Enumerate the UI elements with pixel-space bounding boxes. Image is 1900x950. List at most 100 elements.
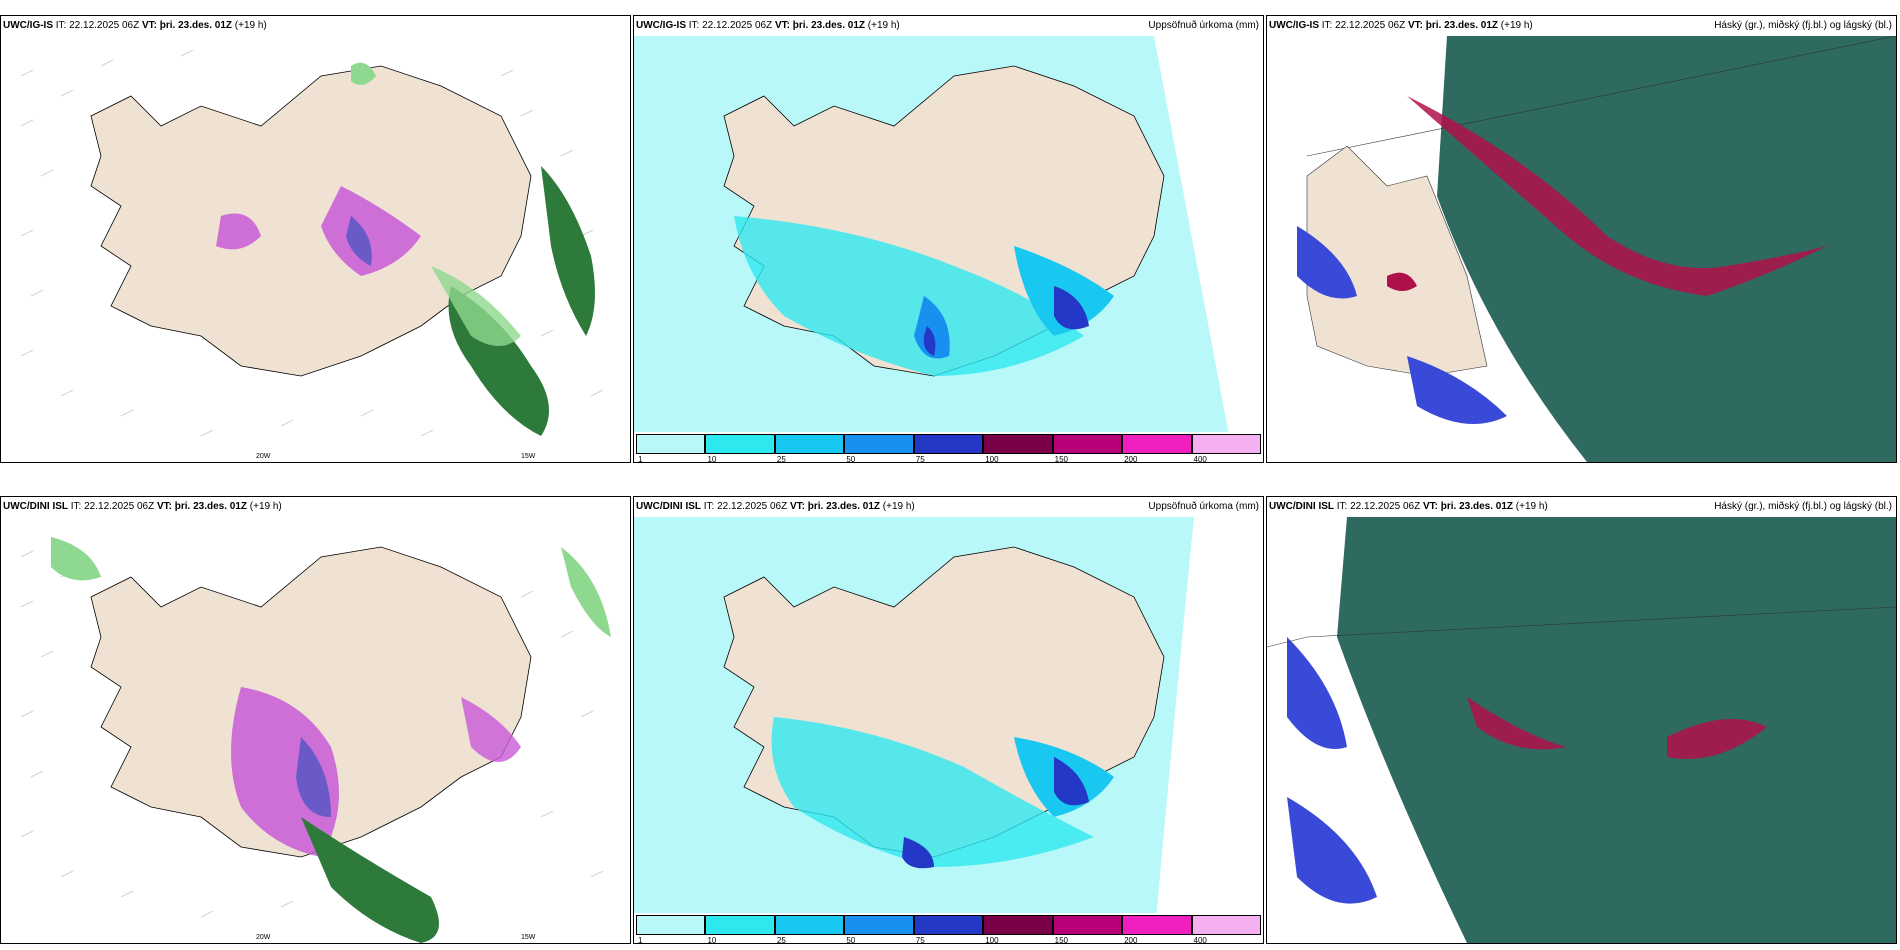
colorbar-label: 400 xyxy=(1193,455,1207,463)
axis-label-20w: 20W xyxy=(256,453,271,460)
panel-title: UWC/DINI ISL IT: 22.12.2025 06Z VT: þri.… xyxy=(634,497,1263,517)
model-name: UWC/IG-IS xyxy=(636,20,686,31)
panel-title: UWC/IG-IS IT: 22.12.2025 06Z VT: þri. 23… xyxy=(634,16,1263,36)
colorbar-area: 1 10 25 50 75 100 150 200 400 xyxy=(634,913,1263,943)
panel-ig-precip: UWC/IG-IS IT: 22.12.2025 06Z VT: þri. 23… xyxy=(633,15,1264,463)
colorbar-swatch: 50 xyxy=(844,434,914,462)
lead-time: (+19 h) xyxy=(1500,20,1533,31)
axis-label-20w: 20W xyxy=(256,934,271,941)
valid-label: VT: xyxy=(1422,501,1438,512)
colorbar-swatch: 25 xyxy=(774,434,845,462)
colorbar-label: 10 xyxy=(707,936,717,944)
panel-dini-cloud: UWC/DINI ISL IT: 22.12.2025 06Z VT: þri.… xyxy=(1266,496,1897,944)
model-name: UWC/DINI ISL xyxy=(3,501,68,512)
init-time: IT: 22.12.2025 06Z xyxy=(1321,20,1406,31)
colorbar-swatch: 10 xyxy=(705,434,775,462)
panel-title: UWC/DINI ISL IT: 22.12.2025 06Z VT: þri.… xyxy=(1267,497,1896,517)
colorbar-swatch: 400 xyxy=(1191,915,1261,943)
colorbar-label: 1 xyxy=(638,455,643,463)
panel-field-title: Uppsöfnuð úrkoma (mm) xyxy=(1148,20,1259,31)
colorbar-swatch: 25 xyxy=(774,915,845,943)
panel-dini-wind: UWC/DINI ISL IT: 22.12.2025 06Z VT: þri.… xyxy=(0,496,631,944)
colorbar: 1 10 25 50 75 100 150 200 400 xyxy=(636,915,1261,943)
lead-time: (+19 h) xyxy=(1515,501,1548,512)
colorbar-label: 50 xyxy=(846,936,856,944)
panel-dini-precip: UWC/DINI ISL IT: 22.12.2025 06Z VT: þri.… xyxy=(633,496,1264,944)
iceland-land xyxy=(90,65,532,377)
panel-ig-wind: UWC/IG-IS IT: 22.12.2025 06Z VT: þri. 23… xyxy=(0,15,631,463)
init-time: IT: 22.12.2025 06Z xyxy=(70,501,155,512)
colorbar-swatch: 100 xyxy=(983,915,1053,943)
valid-time: þri. 23.des. 01Z xyxy=(792,20,866,31)
colorbar-swatch: 200 xyxy=(1122,915,1192,943)
valid-label: VT: xyxy=(774,20,790,31)
panel-title: UWC/IG-IS IT: 22.12.2025 06Z VT: þri. 23… xyxy=(1,16,630,36)
wind-map: 20W 15W xyxy=(1,36,630,462)
valid-label: VT: xyxy=(141,20,157,31)
colorbar-swatch: 1 xyxy=(636,434,706,462)
colorbar-swatch: 50 xyxy=(844,915,914,943)
colorbar-label: 150 xyxy=(1054,936,1068,944)
init-time: IT: 22.12.2025 06Z xyxy=(1336,501,1421,512)
colorbar-swatch: 75 xyxy=(913,434,984,462)
panel-field-title: Uppsöfnuð úrkoma (mm) xyxy=(1148,501,1259,512)
valid-time: þri. 23.des. 01Z xyxy=(174,501,248,512)
colorbar-label: 100 xyxy=(985,455,999,463)
model-name: UWC/IG-IS xyxy=(3,20,53,31)
iceland-land xyxy=(1306,145,1488,377)
colorbar-label: 400 xyxy=(1193,936,1207,944)
axis-label-15w: 15W xyxy=(521,934,536,941)
colorbar-label: 100 xyxy=(985,936,999,944)
cloud-map xyxy=(1267,517,1896,943)
valid-label: VT: xyxy=(789,501,805,512)
colorbar-label: 25 xyxy=(776,936,786,944)
colorbar-label: 10 xyxy=(707,455,717,463)
colorbar-swatch: 1 xyxy=(636,915,706,943)
lead-time: (+19 h) xyxy=(249,501,282,512)
init-time: IT: 22.12.2025 06Z xyxy=(55,20,140,31)
colorbar-swatch: 150 xyxy=(1052,915,1123,943)
precip-map xyxy=(634,517,1263,943)
colorbar-label: 75 xyxy=(915,455,925,463)
lead-time: (+19 h) xyxy=(882,501,915,512)
axis-label-15w: 15W xyxy=(521,453,536,460)
valid-time: þri. 23.des. 01Z xyxy=(159,20,233,31)
lead-time: (+19 h) xyxy=(867,20,900,31)
colorbar-label: 25 xyxy=(776,455,786,463)
panel-title: UWC/DINI ISL IT: 22.12.2025 06Z VT: þri.… xyxy=(1,497,630,517)
init-time: IT: 22.12.2025 06Z xyxy=(703,501,788,512)
colorbar-label: 150 xyxy=(1054,455,1068,463)
valid-label: VT: xyxy=(156,501,172,512)
colorbar-swatch: 150 xyxy=(1052,434,1123,462)
colorbar-area: 1 10 25 50 75 100 150 200 400 xyxy=(634,432,1263,462)
colorbar-label: 1 xyxy=(638,936,643,944)
valid-time: þri. 23.des. 01Z xyxy=(1440,501,1514,512)
model-name: UWC/DINI ISL xyxy=(1269,501,1334,512)
panel-field-title: Háský (gr.), miðský (fj.bl.) og lágský (… xyxy=(1714,20,1892,31)
colorbar-swatch: 200 xyxy=(1122,434,1192,462)
model-name: UWC/IG-IS xyxy=(1269,20,1319,31)
colorbar-swatch: 400 xyxy=(1191,434,1261,462)
cloud-map xyxy=(1267,36,1896,462)
iceland-land xyxy=(90,546,532,858)
init-time: IT: 22.12.2025 06Z xyxy=(688,20,773,31)
precip-map xyxy=(634,36,1263,462)
panel-ig-cloud: UWC/IG-IS IT: 22.12.2025 06Z VT: þri. 23… xyxy=(1266,15,1897,463)
colorbar-label: 75 xyxy=(915,936,925,944)
colorbar-swatch: 75 xyxy=(913,915,984,943)
colorbar: 1 10 25 50 75 100 150 200 400 xyxy=(636,434,1261,462)
colorbar-label: 200 xyxy=(1124,936,1138,944)
panel-field-title: Háský (gr.), miðský (fj.bl.) og lágský (… xyxy=(1714,501,1892,512)
valid-label: VT: xyxy=(1407,20,1423,31)
valid-time: þri. 23.des. 01Z xyxy=(807,501,881,512)
lead-time: (+19 h) xyxy=(234,20,267,31)
model-name: UWC/DINI ISL xyxy=(636,501,701,512)
wind-barbs xyxy=(20,49,604,437)
colorbar-swatch: 100 xyxy=(983,434,1053,462)
valid-time: þri. 23.des. 01Z xyxy=(1425,20,1499,31)
panel-title: UWC/IG-IS IT: 22.12.2025 06Z VT: þri. 23… xyxy=(1267,16,1896,36)
colorbar-swatch: 10 xyxy=(705,915,775,943)
wind-map: 20W 15W xyxy=(1,517,630,943)
colorbar-label: 200 xyxy=(1124,455,1138,463)
colorbar-label: 50 xyxy=(846,455,856,463)
